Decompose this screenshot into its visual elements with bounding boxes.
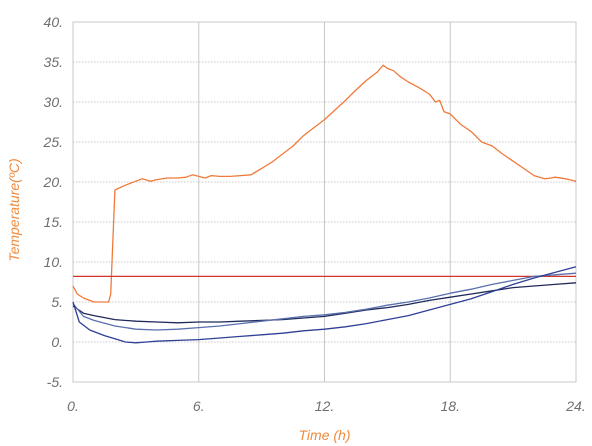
x-tick-label: 6. bbox=[193, 398, 205, 414]
y-tick-label: -5. bbox=[47, 374, 63, 390]
tick-label-layer: -5.0.5.10.15.20.25.30.35.40.0. 6. 12. 18. 24… bbox=[43, 14, 586, 414]
grid-layer bbox=[72, 21, 577, 383]
y-tick-label: 40. bbox=[44, 14, 63, 30]
plot-border bbox=[72, 21, 577, 383]
x-axis-title: Time (h) bbox=[299, 427, 351, 443]
y-axis-title: Temperature(ºC) bbox=[6, 158, 22, 261]
y-tick-label: 25. bbox=[43, 134, 63, 150]
series-line-4 bbox=[72, 272, 577, 331]
x-tick-label: 0. bbox=[67, 398, 79, 414]
y-tick-label: 30. bbox=[44, 94, 63, 110]
y-tick-label: 15. bbox=[44, 214, 63, 230]
y-tick-label: 0. bbox=[51, 334, 63, 350]
y-tick-label: 20. bbox=[43, 174, 63, 190]
series-line-3 bbox=[72, 282, 577, 324]
series-layer bbox=[72, 64, 577, 344]
series-line-1 bbox=[72, 64, 577, 303]
y-tick-label: 35. bbox=[44, 54, 63, 70]
y-tick-label: 5. bbox=[51, 294, 63, 310]
x-tick-label: 24. bbox=[565, 398, 585, 414]
series-line-5 bbox=[72, 266, 577, 344]
x-tick-label: 18. bbox=[441, 398, 460, 414]
y-tick-label: 10. bbox=[44, 254, 63, 270]
x-tick-label: 12. bbox=[315, 398, 334, 414]
